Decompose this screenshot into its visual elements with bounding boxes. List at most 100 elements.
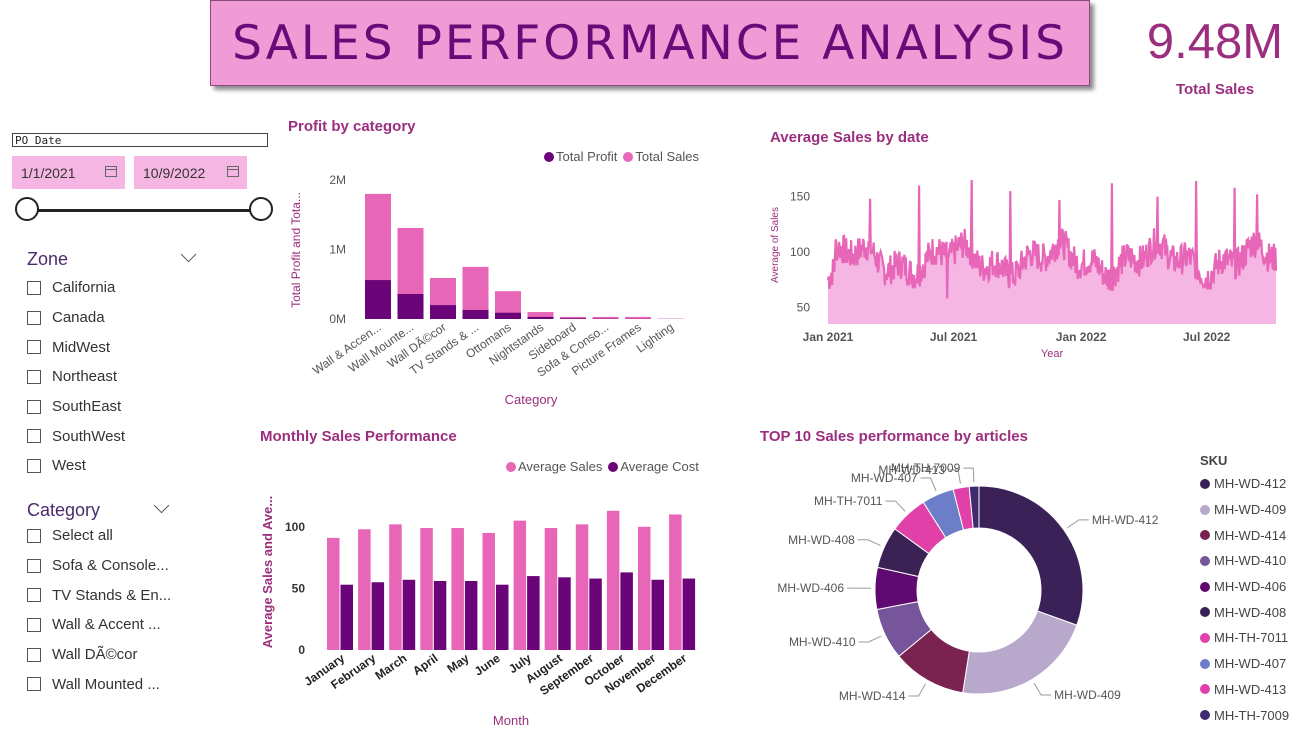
zone-item[interactable]: SouthEast [27,392,125,422]
zone-item[interactable]: SouthWest [27,421,125,451]
checkbox[interactable] [27,458,41,473]
slice-label: MH-WD-414 [839,689,906,703]
start-date-value: 1/1/2021 [21,164,76,181]
legend-swatch [1200,684,1210,695]
x-tick-label: Jul 2022 [1183,330,1231,344]
leader-line [1033,682,1052,696]
calendar-icon[interactable] [105,166,117,177]
checkbox[interactable] [27,340,41,355]
checkbox[interactable] [27,369,41,384]
sku-legend-item[interactable]: MH-TH-7011 [1200,625,1289,651]
legend-swatch [1200,581,1210,592]
bar-total-profit [462,309,489,319]
category-item[interactable]: Select all [27,521,171,551]
zone-item[interactable]: MidWest [27,332,125,362]
category-item[interactable]: Wall DÃ©cor [27,640,171,670]
legend-swatch [1200,658,1210,669]
checkbox[interactable] [27,310,41,325]
legend-label: Average Sales [518,459,603,474]
total-sales-label: Total Sales [1175,81,1255,98]
bar-average-cost [433,581,447,650]
zone-item[interactable]: Canada [27,303,125,333]
y-axis-title: Total Profit and Tota... [289,192,303,308]
checkbox[interactable] [27,280,41,295]
category-item[interactable]: Wall & Accent ... [27,610,171,640]
bar-average-cost [402,579,416,650]
checkbox[interactable] [27,588,41,603]
bar-average-cost [371,582,385,650]
sku-legend-label: MH-WD-410 [1214,553,1287,569]
checkbox[interactable] [27,677,41,692]
zone-item[interactable]: West [27,451,125,481]
slice-label: MH-WD-410 [789,635,856,649]
leader-line [920,477,937,492]
sku-legend-item[interactable]: MH-WD-407 [1200,651,1289,677]
report-title-banner: SALES PERFORMANCE ANALYSIS [210,0,1090,86]
sku-legend-label: MH-WD-412 [1214,476,1287,492]
sku-legend-item[interactable]: MH-WD-412 [1200,471,1289,497]
sku-legend-item[interactable]: MH-TH-7009 [1200,702,1289,728]
chevron-down-icon[interactable] [153,497,170,514]
checkbox[interactable] [27,429,41,444]
legend-swatch [1200,632,1210,643]
bar-total-profit [560,318,586,319]
bar-average-sales [451,528,464,650]
category-item[interactable]: TV Stands & En... [27,580,171,610]
sku-legend-item[interactable]: MH-WD-414 [1200,522,1289,548]
zone-item-label: SouthEast [52,398,122,416]
legend-swatch [608,461,619,472]
slice-label: MH-WD-409 [1054,688,1121,702]
x-tick-label: March [372,651,409,683]
monthly-chart-legend: Average Sales Average Cost [500,459,699,474]
checkbox[interactable] [27,399,41,414]
bar-average-sales [544,528,558,650]
sku-legend-item[interactable]: MH-WD-409 [1200,497,1289,523]
end-date-input[interactable]: 10/9/2022 [134,156,247,189]
legend-swatch [1200,555,1210,566]
bar-total-profit [527,316,554,319]
bar-average-sales [358,529,371,650]
sku-legend-label: MH-WD-413 [1214,681,1287,697]
date-range-slider-track[interactable] [28,209,262,212]
sku-legend-item[interactable]: MH-WD-406 [1200,574,1289,600]
bar-average-sales [638,526,651,650]
date-range-end-handle[interactable] [249,197,273,221]
leader-line [885,500,906,512]
bar-average-sales [575,524,589,650]
y-axis-title: Average Sales and Ave... [260,496,275,648]
category-item-label: TV Stands & En... [52,586,172,604]
sku-legend-item[interactable]: MH-WD-410 [1200,548,1289,574]
y-tick-label: 1M [329,243,346,257]
chevron-down-icon[interactable] [180,246,197,263]
date-range-start-handle[interactable] [15,197,39,221]
zone-item-label: West [52,457,86,475]
sku-legend-item[interactable]: MH-WD-413 [1200,677,1289,703]
y-axis-title: Average of Sales [770,207,781,283]
start-date-input[interactable]: 1/1/2021 [12,156,125,189]
checkbox[interactable] [27,647,41,662]
legend-label: Total Sales [635,149,700,164]
sku-legend: MH-WD-412 MH-WD-409 MH-WD-414 MH-WD-410 MH-W… [1200,471,1289,728]
category-item[interactable]: Wall Mounted ... [27,669,171,699]
sku-legend-label: MH-WD-409 [1214,502,1287,518]
y-tick-label: 100 [285,520,305,534]
calendar-icon[interactable] [227,166,239,177]
zone-item[interactable]: California [27,273,125,303]
top10-sales-donut-chart[interactable]: MH-WD-412 MH-WD-409 MH-WD-414 MH-WD-410 MH-W… [760,450,1190,732]
checkbox[interactable] [27,558,41,573]
bar-total-profit [397,293,424,319]
checkbox[interactable] [27,528,41,543]
x-axis-title: Year [1041,348,1064,360]
sku-legend-item[interactable]: MH-WD-408 [1200,599,1289,625]
zone-item[interactable]: Northeast [27,362,125,392]
legend-swatch [1200,504,1210,515]
average-sales-by-date-chart[interactable]: 50 100 150 Jan 2021 Jul 2021 Jan 2022 Jul 2022… [760,160,1290,365]
checkbox[interactable] [27,617,41,632]
bar-average-sales [327,537,340,650]
slice-label: MH-WD-413 [878,463,945,477]
category-item[interactable]: Sofa & Console... [27,551,171,581]
category-slicer-list: Select all Sofa & Console... TV Stands & E… [27,521,171,699]
bar-average-cost [496,584,509,650]
